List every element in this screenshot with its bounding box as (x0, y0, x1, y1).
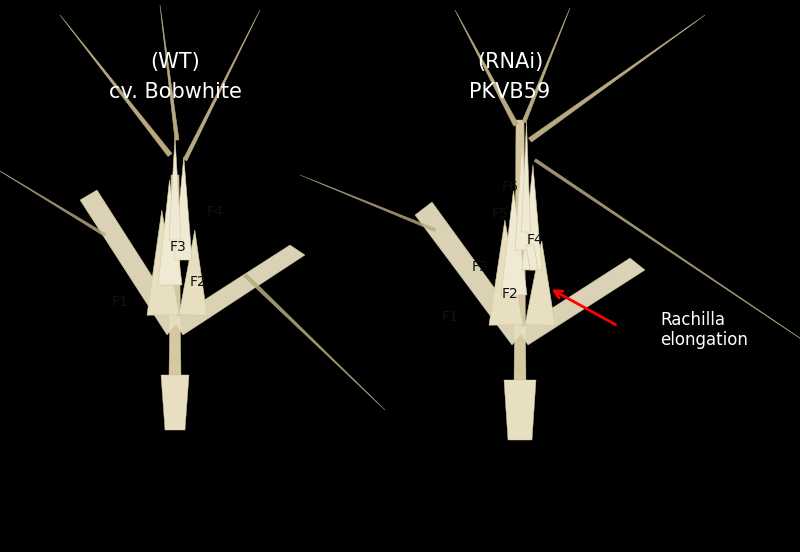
Polygon shape (158, 180, 182, 285)
Text: Rachilla
elongation: Rachilla elongation (660, 311, 748, 349)
Polygon shape (179, 230, 207, 315)
Polygon shape (522, 122, 530, 232)
FancyArrowPatch shape (554, 291, 615, 325)
Polygon shape (534, 159, 800, 355)
Text: (WT): (WT) (150, 52, 200, 72)
Polygon shape (518, 258, 645, 345)
Polygon shape (300, 175, 435, 231)
Text: F2: F2 (190, 275, 206, 289)
Polygon shape (501, 190, 527, 295)
Polygon shape (173, 245, 305, 335)
Polygon shape (515, 142, 529, 250)
Polygon shape (525, 240, 555, 325)
Polygon shape (169, 137, 181, 240)
Text: F6: F6 (502, 180, 518, 194)
Text: F3: F3 (170, 240, 186, 254)
Polygon shape (169, 175, 181, 375)
Polygon shape (161, 375, 189, 430)
Polygon shape (244, 274, 385, 410)
Polygon shape (174, 157, 192, 260)
Text: F1: F1 (442, 310, 458, 324)
Polygon shape (522, 165, 542, 270)
Text: F4: F4 (526, 233, 543, 247)
Polygon shape (415, 202, 525, 345)
Polygon shape (160, 5, 179, 140)
Polygon shape (80, 190, 180, 335)
Polygon shape (489, 220, 523, 325)
Polygon shape (183, 10, 260, 161)
Polygon shape (0, 165, 106, 236)
Text: cv. Bobwhite: cv. Bobwhite (109, 82, 242, 102)
Text: F3: F3 (472, 260, 488, 274)
Text: (RNAi): (RNAi) (477, 52, 543, 72)
Text: PKVB59: PKVB59 (470, 82, 550, 102)
Polygon shape (147, 210, 179, 315)
Text: F2: F2 (502, 287, 518, 301)
Text: F4: F4 (206, 205, 223, 219)
Text: F1: F1 (111, 295, 129, 309)
Polygon shape (529, 15, 705, 142)
Polygon shape (60, 15, 172, 157)
Polygon shape (514, 120, 526, 380)
Polygon shape (526, 245, 538, 270)
Polygon shape (522, 8, 570, 123)
Polygon shape (504, 380, 536, 440)
Polygon shape (455, 10, 518, 126)
Text: F5: F5 (492, 207, 508, 221)
